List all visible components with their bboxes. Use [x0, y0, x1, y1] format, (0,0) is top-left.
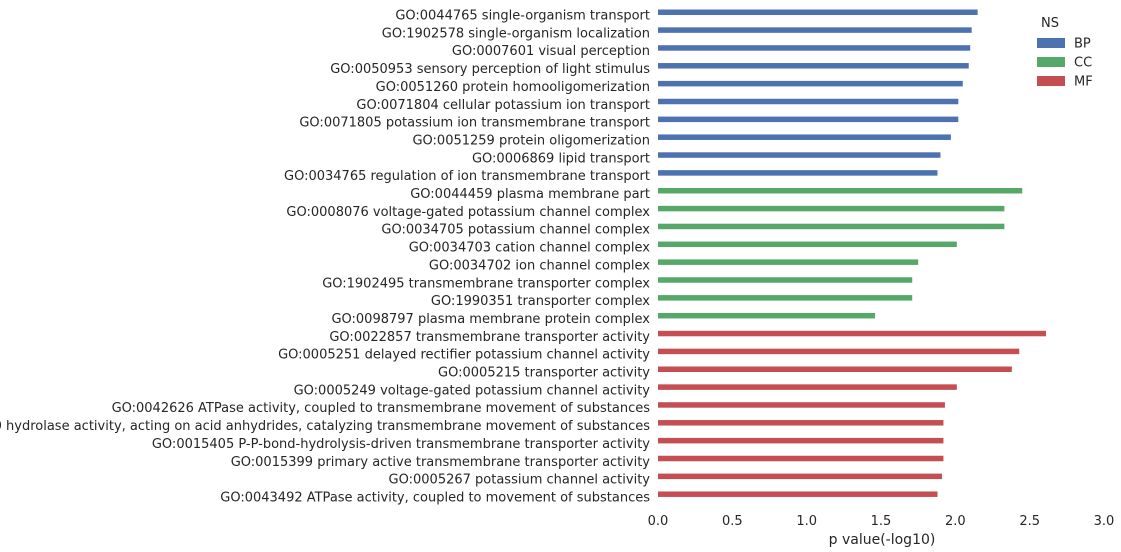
- category-label: GO:0051260 protein homooligomerization: [376, 80, 650, 95]
- category-label: GO:0015399 primary active transmembrane …: [231, 455, 651, 470]
- category-label: GO:0042626 ATPase activity, coupled to t…: [112, 401, 651, 416]
- legend-swatch-cc: [1037, 57, 1065, 67]
- category-label: GO:1902578 single-organism localization: [382, 26, 650, 41]
- legend-label: CC: [1074, 56, 1092, 71]
- x-tick-labels-group: 0.0 0.5 1.0 1.5 2.0 2.5 3.0: [648, 514, 1115, 529]
- category-label: GO:1902495 transmembrane transporter com…: [322, 276, 650, 291]
- x-tick-label: 2.0: [945, 514, 966, 529]
- legend: NS BP CC MF: [1037, 16, 1093, 90]
- x-tick-label: 1.0: [796, 514, 817, 529]
- bar-mf: [658, 420, 944, 426]
- category-label: GO:0050953 sensory perception of light s…: [330, 62, 650, 77]
- category-label: GO:0071805 potassium ion transmembrane t…: [299, 116, 650, 131]
- category-label: GO:0071804 cellular potassium ion transp…: [356, 98, 650, 113]
- x-axis-label: p value(-log10): [829, 532, 936, 548]
- bar-mf: [658, 348, 1020, 355]
- category-label: GO:0005251 delayed rectifier potassium c…: [278, 348, 650, 363]
- bar-cc: [658, 205, 1005, 212]
- category-label: GO:0051259 protein oligomerization: [412, 133, 650, 148]
- bar-bp: [658, 98, 959, 105]
- legend-title: NS: [1041, 16, 1059, 31]
- legend-label: BP: [1074, 37, 1091, 52]
- bar-bp: [658, 45, 971, 51]
- x-tick-label: 3.0: [1094, 514, 1115, 529]
- bar-cc: [658, 188, 1023, 194]
- category-label: GO:0005249 voltage-gated potassium chann…: [294, 383, 651, 398]
- bars-group: [658, 9, 1047, 497]
- category-label: GO:0098797 plasma membrane protein compl…: [331, 312, 650, 327]
- category-label: GO:1990351 transporter complex: [431, 294, 650, 309]
- category-label: GO:0034765 regulation of ion transmembra…: [284, 169, 650, 184]
- bar-cc: [658, 241, 957, 248]
- bar-bp: [658, 116, 959, 123]
- category-label: GO:0034702 ion channel complex: [429, 258, 650, 273]
- category-label: GO:0034705 potassium channel complex: [381, 223, 650, 238]
- bar-cc: [658, 277, 913, 283]
- bar-mf: [658, 491, 938, 497]
- bar-bp: [658, 80, 963, 87]
- bar-mf: [658, 366, 1012, 372]
- bar-bp: [658, 152, 941, 158]
- bar-bp: [658, 63, 969, 69]
- bar-cc: [658, 295, 913, 301]
- bar-mf: [658, 437, 944, 444]
- bar-mf: [658, 384, 957, 390]
- category-label: GO:0007601 visual perception: [452, 44, 650, 59]
- category-label: GO:0044765 single-organism transport: [395, 9, 650, 24]
- bar-cc: [658, 312, 876, 319]
- bar-mf: [658, 455, 944, 462]
- bar-bp: [658, 134, 951, 140]
- bar-mf: [658, 402, 945, 408]
- x-tick-label: 2.5: [1019, 514, 1040, 529]
- category-label: GO:0044459 plasma membrane part: [410, 187, 650, 202]
- x-tick-label: 1.5: [871, 514, 892, 529]
- bar-mf: [658, 330, 1047, 337]
- category-label: GO:0005215 transporter activity: [438, 366, 650, 381]
- legend-swatch-mf: [1037, 76, 1065, 86]
- legend-swatch-bp: [1037, 38, 1065, 48]
- bar-bp: [658, 27, 972, 33]
- bar-bp: [658, 170, 938, 176]
- category-label: GO:0015405 P-P-bond-hydrolysis-driven tr…: [152, 437, 650, 452]
- category-label: GO:0008076 voltage-gated potassium chann…: [286, 205, 650, 220]
- bar-mf: [658, 473, 942, 480]
- bar-cc: [658, 259, 919, 265]
- category-label: GO:0016820 hydrolase activity, acting on…: [0, 419, 650, 434]
- category-label: GO:0005267 potassium channel activity: [389, 473, 651, 488]
- legend-label: MF: [1074, 75, 1093, 90]
- category-label: GO:0022857 transmembrane transporter act…: [329, 330, 650, 345]
- legend-entries: BP CC MF: [1037, 37, 1093, 90]
- category-label: GO:0006869 lipid transport: [472, 151, 650, 166]
- bar-cc: [658, 223, 1005, 230]
- category-label: GO:0043492 ATPase activity, coupled to m…: [220, 490, 650, 505]
- category-labels-group: GO:0044765 single-organism transport GO:1…: [0, 9, 650, 506]
- x-tick-label: 0.5: [722, 514, 743, 529]
- bar-bp: [658, 9, 978, 15]
- category-label: GO:0034703 cation channel complex: [409, 241, 651, 256]
- x-tick-label: 0.0: [648, 514, 669, 529]
